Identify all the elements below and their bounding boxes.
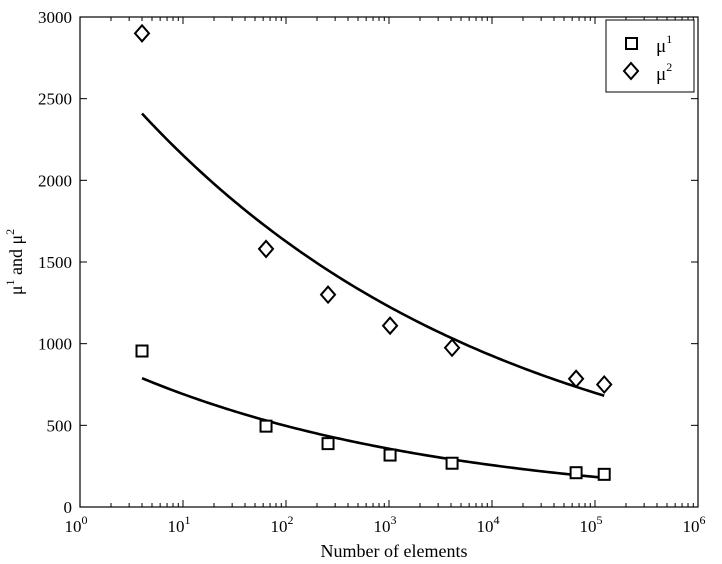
y-tick-label: 2500 xyxy=(38,90,72,109)
x-tick-label: 103 xyxy=(374,513,397,536)
fit-curve-2 xyxy=(141,112,605,397)
x-tick-label: 106 xyxy=(683,513,706,536)
x-tick-label: 100 xyxy=(65,513,88,536)
legend-marker-square xyxy=(625,37,638,50)
legend-marker-diamond xyxy=(622,61,640,81)
point-diamond xyxy=(443,338,461,358)
legend-box xyxy=(605,19,695,93)
point-square xyxy=(135,344,149,358)
y-axis-label-sup2: 2 xyxy=(3,229,17,235)
y-tick-label: 1000 xyxy=(38,335,72,354)
y-axis-label-base2: μ xyxy=(6,235,26,245)
point-square xyxy=(445,456,459,470)
y-tick-label: 2000 xyxy=(38,171,72,190)
y-axis-label-connector: and xyxy=(6,245,26,280)
point-square xyxy=(321,437,335,451)
fit-curves xyxy=(141,112,605,480)
point-diamond xyxy=(567,369,585,389)
y-tick-label: 0 xyxy=(64,498,73,517)
legend: μ1 μ2 xyxy=(605,19,695,93)
point-square xyxy=(597,467,611,481)
y-tick-label: 3000 xyxy=(38,8,72,27)
y-tick-label: 1500 xyxy=(38,253,72,272)
y-axis-label-base1: μ xyxy=(6,286,26,296)
plot-frame xyxy=(79,16,699,508)
point-square xyxy=(259,419,273,433)
point-diamond xyxy=(133,23,151,43)
x-tick-label: 105 xyxy=(580,513,603,536)
legend-entry-mu1: μ1 xyxy=(656,32,672,57)
x-tick-label: 102 xyxy=(271,513,294,536)
y-axis-label-sup1: 1 xyxy=(3,280,17,286)
fit-curve-1 xyxy=(141,376,605,480)
point-diamond xyxy=(381,316,399,336)
y-axis-label: μ1 and μ2 xyxy=(3,229,26,295)
point-diamond xyxy=(319,285,337,305)
x-tick-label: 101 xyxy=(168,513,191,536)
data-markers xyxy=(133,23,613,481)
axis-ticks: 100 101 102 103 104 105 106 0 500 1000 1500 2000 250… xyxy=(38,8,706,536)
y-tick-label: 500 xyxy=(47,416,73,435)
plot-layer xyxy=(79,16,699,508)
legend-entry-mu2: μ2 xyxy=(656,60,672,85)
point-diamond xyxy=(595,374,613,395)
point-diamond xyxy=(257,239,275,259)
point-square xyxy=(383,448,397,462)
x-tick-label: 104 xyxy=(477,513,500,536)
x-axis-label: Number of elements xyxy=(321,541,468,561)
point-square xyxy=(569,466,583,480)
